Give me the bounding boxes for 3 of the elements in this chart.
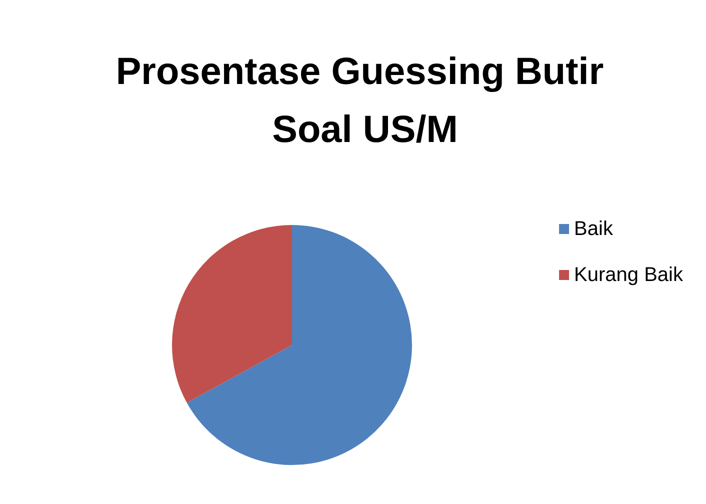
chart-title: Prosentase Guessing Butir Soal US/M (116, 51, 614, 151)
legend-label: Baik (574, 218, 614, 240)
legend-label: Kurang Baik (574, 264, 684, 286)
